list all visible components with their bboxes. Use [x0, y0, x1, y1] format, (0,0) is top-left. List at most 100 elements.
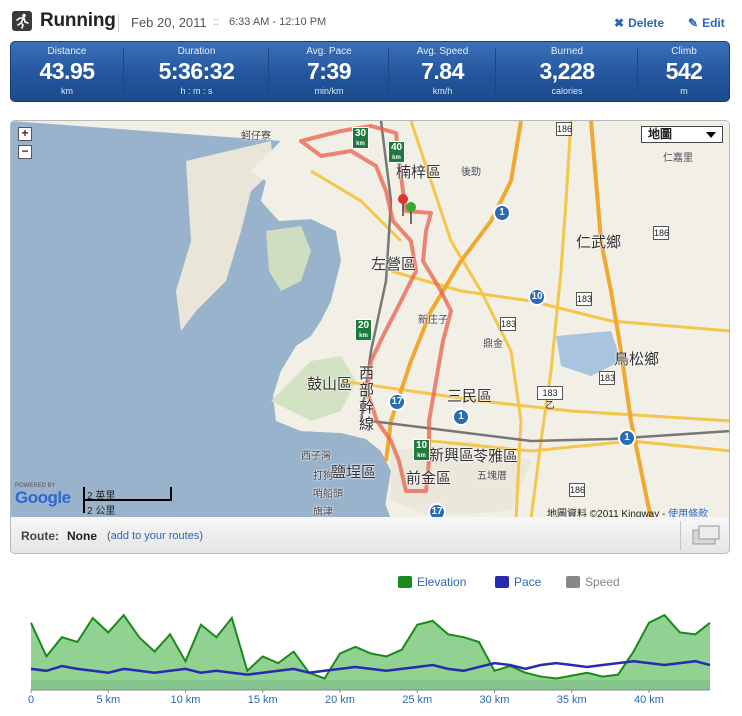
legend-pace-label: Pace: [514, 575, 542, 589]
elevation-series-line: [30, 613, 711, 680]
km-marker: 40 km: [388, 141, 405, 163]
km-marker: 10 km: [413, 439, 430, 461]
highway-shield: 183乙: [537, 386, 563, 410]
terms-link[interactable]: 使用條款: [668, 509, 709, 518]
add-to-routes-link[interactable]: add to your routes: [110, 530, 200, 542]
stat-duration: Duration 5:36:32 h : m : s: [125, 42, 268, 101]
delete-button[interactable]: ✖ Delete: [614, 16, 664, 30]
route-map[interactable]: + − 地圖 楠梓區 左營區 仁武鄉 鳥松鄉 鼓山區 三民區 苓雅區 鹽埕區 前…: [10, 120, 730, 518]
highway-shield: 183: [576, 292, 593, 306]
highway-shield: 186: [556, 122, 573, 136]
freeways: [384, 121, 653, 517]
stat-avg-speed: Avg. Speed 7.84 km/h: [390, 42, 495, 101]
pace-series-line: [30, 659, 711, 676]
route-divider: [680, 521, 681, 550]
x-tick-label: 0: [28, 694, 34, 706]
fullscreen-icon[interactable]: [691, 525, 721, 545]
place-label-small: 後勁: [461, 167, 481, 178]
powered-by-label: POWERED BY: [15, 483, 56, 489]
stat-divider: [388, 48, 389, 96]
activity-chart[interactable]: 0 5 km 10 km 15 km 20 km 25 km 30 km 35 km 40 km: [0, 590, 742, 710]
x-tick-label: 5 km: [96, 694, 120, 706]
place-label-small: 打狗: [313, 471, 333, 482]
x-tick-label: 40 km: [634, 694, 664, 706]
freeway-shield: 1: [452, 408, 470, 426]
activity-time-range: 6:33 AM - 12:10 PM: [229, 16, 327, 28]
stat-divider: [495, 48, 496, 96]
date-separator: ::: [213, 16, 220, 28]
park-area: [266, 226, 311, 291]
place-label-small: 旗津: [313, 507, 333, 518]
delete-label: Delete: [628, 16, 665, 30]
legend-speed[interactable]: Speed: [566, 575, 620, 589]
place-label-small: 仁嘉里: [663, 153, 693, 164]
highway-shield: 186: [653, 226, 670, 240]
x-tick-label: 15 km: [248, 694, 278, 706]
stat-unit: min/km: [314, 86, 344, 96]
activity-date: Feb 20, 2011: [131, 15, 207, 30]
stat-label: Climb: [671, 46, 697, 57]
chevron-down-icon: [706, 132, 716, 138]
place-label-small: 哨船頭: [313, 489, 343, 500]
place-label-small: 五塊厝: [477, 471, 507, 482]
scale-line: [83, 499, 171, 501]
x-tick-label: 35 km: [557, 694, 587, 706]
stat-unit: h : m : s: [180, 86, 213, 96]
place-label: 楠梓區: [396, 164, 442, 181]
railway: [370, 419, 729, 443]
highway-shield: 186: [569, 483, 586, 497]
freeway-shield: 17: [428, 503, 446, 517]
x-tick-label: 30 km: [479, 694, 509, 706]
edit-button[interactable]: ✎ Edit: [688, 16, 725, 30]
stat-avg-pace: Avg. Pace 7:39 min/km: [270, 42, 388, 101]
start-end-pins[interactable]: [398, 194, 416, 224]
place-label: 仁武鄉: [576, 234, 622, 251]
stat-climb: Climb 542 m: [639, 42, 729, 101]
zoom-out-button[interactable]: −: [18, 145, 32, 159]
sea-area: [11, 121, 391, 517]
stat-value: 5:36:32: [158, 58, 235, 84]
stat-label: Duration: [177, 46, 216, 57]
header-divider: [118, 14, 119, 32]
map-type-select[interactable]: 地圖: [641, 126, 723, 143]
legend-elevation[interactable]: Elevation: [398, 575, 466, 589]
stat-unit: calories: [551, 86, 583, 96]
freeway-shield: 17: [388, 393, 406, 411]
scale-metric: 2 公里: [87, 506, 116, 517]
km-marker-unit: km: [359, 333, 368, 339]
add-route-wrapper: (add to your routes): [107, 530, 203, 542]
stat-value: 7.84: [421, 58, 464, 84]
activity-title: Running: [40, 10, 116, 31]
google-logo[interactable]: POWERED BY Google: [15, 483, 71, 508]
harbour: [311, 451, 391, 517]
speed-swatch: [566, 576, 580, 588]
pace-swatch: [495, 576, 509, 588]
attribution-text: 地圖資料 ©2011 Kingway -: [547, 509, 669, 518]
km-marker-unit: km: [356, 141, 365, 147]
zoom-in-button[interactable]: +: [18, 127, 32, 141]
scale-imperial: 2 英里: [87, 491, 116, 502]
freeway-shield: 1: [493, 204, 511, 222]
freeway-shield: 1: [618, 429, 636, 447]
map-scale: 2 英里 2 公里: [83, 485, 173, 517]
running-icon: [12, 11, 32, 31]
legend-pace[interactable]: Pace: [495, 575, 541, 589]
stat-label: Burned: [550, 46, 584, 57]
scale-tick: [170, 487, 172, 501]
activity-header: Running Feb 20, 2011 :: 6:33 AM - 12:10 …: [0, 0, 742, 44]
chart-layer: 0 5 km 10 km 15 km 20 km 25 km 30 km 35 km 40 km: [28, 613, 711, 706]
place-label: 鹽埕區: [331, 464, 377, 481]
place-label: 三民區: [447, 388, 493, 405]
km-marker-unit: km: [417, 453, 426, 459]
pencil-icon: ✎: [688, 16, 699, 30]
stat-divider: [637, 48, 638, 96]
km-marker: 30 km: [352, 127, 369, 149]
stat-unit: km/h: [432, 86, 453, 96]
stat-divider: [123, 48, 124, 96]
stat-unit: m: [680, 86, 688, 96]
km-marker: 20 km: [355, 319, 372, 341]
place-label-small: 鼎金: [483, 339, 503, 350]
km-marker-value: 40: [390, 142, 403, 153]
place-label: 前金區: [406, 470, 452, 487]
google-wordmark: Google: [15, 488, 71, 507]
